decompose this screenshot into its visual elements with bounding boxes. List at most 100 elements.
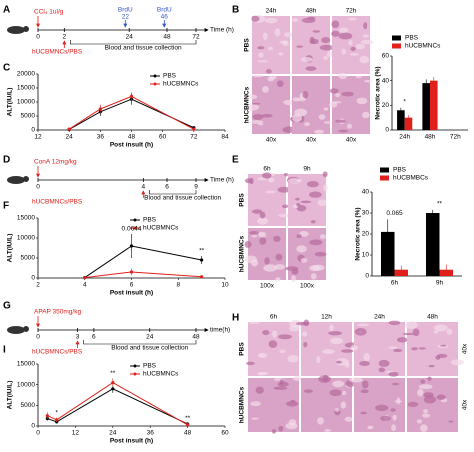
tissue-texture	[446, 328, 453, 336]
tissue-texture	[273, 386, 288, 390]
y-tick-label: 30	[362, 210, 370, 217]
collection-label: Blood and tissue collection	[111, 345, 188, 352]
collection-bracket	[83, 340, 197, 345]
tissue-texture	[391, 424, 397, 432]
series-line	[68, 95, 195, 130]
tissue-texture	[257, 46, 265, 50]
tissue-texture	[267, 76, 275, 82]
tissue-texture	[296, 245, 307, 253]
tissue-texture	[350, 46, 356, 52]
tissue-texture	[265, 69, 272, 74]
mouse-icon	[7, 26, 25, 34]
tissue-texture	[307, 16, 316, 20]
tissue-texture	[278, 334, 292, 340]
tissue-texture	[310, 220, 316, 224]
timeline-tick-label: 6	[92, 334, 96, 341]
tissue-texture	[324, 429, 332, 432]
tissue-texture	[418, 347, 426, 350]
tissue-texture	[296, 45, 304, 48]
x-tick-label: 24	[109, 430, 117, 437]
x-tick-label: 60	[221, 430, 229, 437]
tissue-texture	[404, 321, 418, 330]
tissue-texture	[257, 217, 269, 225]
annotation: **	[110, 370, 116, 377]
y-axis-title: Necrotic area (%)	[355, 207, 362, 260]
tissue-texture	[270, 172, 275, 176]
tissue-texture	[359, 360, 370, 366]
tissue-texture	[378, 367, 386, 373]
legend-label: PBS	[143, 363, 157, 370]
tissue-texture	[268, 46, 274, 51]
tissue-texture	[322, 171, 328, 178]
panel-letter: C	[3, 63, 10, 74]
x-tick-label: 36	[97, 134, 105, 141]
x-tick-label: 9h	[436, 280, 444, 287]
tissue-texture	[388, 320, 401, 326]
tissue-texture	[321, 37, 331, 44]
tissue-texture	[392, 382, 400, 386]
tissue-texture	[259, 237, 267, 245]
series-line	[47, 382, 188, 426]
tissue-texture	[272, 330, 278, 338]
tissue-texture	[392, 414, 397, 421]
tissue-texture	[296, 178, 302, 182]
data-point	[192, 127, 196, 131]
column-label: 6h	[270, 314, 278, 321]
tissue-texture	[314, 252, 327, 257]
tissue-texture	[284, 32, 293, 38]
legend-marker	[133, 218, 137, 222]
bar	[381, 231, 395, 276]
column-label: 48h	[306, 8, 317, 15]
tissue-texture	[348, 39, 353, 46]
x-axis-title: Post insult (h)	[110, 438, 153, 445]
injection-label: hUCBMNCs/PBS	[32, 349, 83, 356]
tissue-texture	[245, 361, 255, 366]
magnification: 40x	[266, 137, 277, 144]
legend-swatch	[392, 35, 401, 41]
tissue-texture	[355, 75, 363, 79]
y-tick-label: 10000	[17, 235, 35, 242]
tissue-texture	[407, 401, 419, 407]
data-point	[98, 107, 102, 111]
tissue-texture	[319, 44, 334, 51]
tissue-texture	[291, 275, 296, 283]
tissue-texture	[317, 417, 324, 425]
tissue-texture	[282, 126, 296, 133]
panel-letter: I	[3, 345, 6, 356]
annotation: 0.0644	[122, 226, 142, 233]
tissue-texture	[378, 359, 390, 367]
tissue-texture	[246, 103, 259, 111]
legend-label: PBS	[143, 217, 157, 224]
data-point	[83, 276, 87, 280]
y-tick-label: 0	[385, 127, 389, 134]
legend-label: hUCBMNCs	[163, 81, 199, 88]
x-tick-label: 24h	[399, 134, 410, 141]
timeline-tick-label: 48	[163, 34, 171, 41]
tissue-texture	[380, 415, 391, 422]
tissue-texture	[309, 265, 321, 272]
tissue-texture	[361, 380, 369, 389]
tissue-texture	[436, 394, 446, 400]
tissue-texture	[271, 428, 277, 434]
tissue-texture	[349, 377, 363, 383]
y-tick-label: 20	[382, 102, 390, 109]
data-point	[200, 275, 204, 279]
tissue-texture	[328, 331, 342, 336]
y-tick-label: 0	[365, 273, 369, 280]
tissue-texture	[356, 97, 368, 105]
row-label: hUCBMNCs	[244, 86, 251, 123]
panel-letter: B	[232, 5, 239, 16]
annotation: **	[199, 248, 205, 255]
tissue-texture	[301, 331, 308, 337]
tissue-texture	[251, 209, 263, 214]
tissue-texture	[300, 200, 312, 204]
tissue-texture	[360, 39, 374, 45]
y-tick-label: 15000	[17, 215, 35, 222]
panel-letter: E	[232, 155, 239, 166]
magnification: 100x	[260, 283, 275, 290]
y-tick-label: 20000	[17, 71, 35, 78]
mouse-head	[23, 326, 29, 332]
legend-label: hUCBMNCs	[143, 225, 179, 232]
tissue-texture	[427, 376, 432, 382]
tissue-texture	[264, 257, 270, 265]
